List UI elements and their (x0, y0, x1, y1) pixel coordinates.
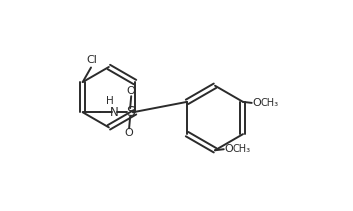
Text: N: N (110, 106, 119, 119)
Text: O: O (127, 87, 136, 96)
Text: O: O (224, 144, 233, 154)
Text: CH₃: CH₃ (260, 98, 278, 108)
Text: CH₃: CH₃ (232, 144, 250, 154)
Text: H: H (107, 96, 114, 106)
Text: Cl: Cl (86, 55, 97, 65)
Text: O: O (125, 128, 133, 138)
Text: S: S (126, 105, 134, 119)
Text: O: O (252, 98, 261, 108)
